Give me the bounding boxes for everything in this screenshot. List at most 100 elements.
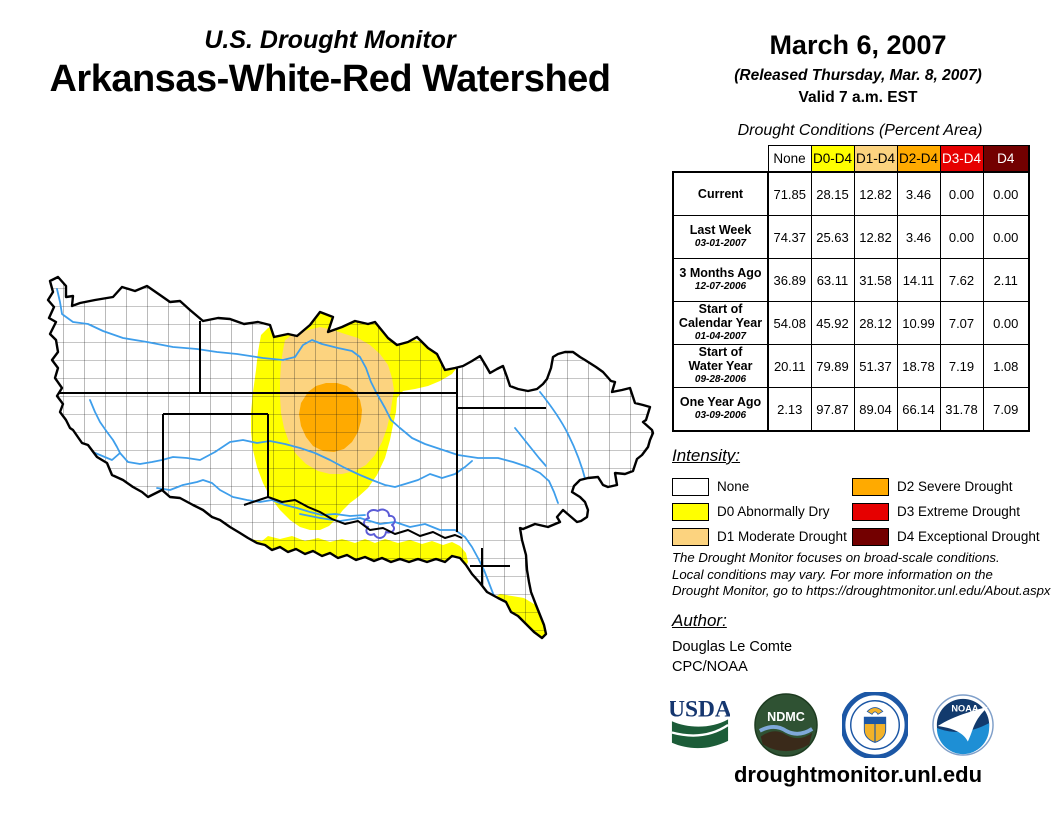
legend-item: D3 Extreme Drought <box>852 502 1044 521</box>
usda-field-shape <box>671 719 729 749</box>
noaa-outer-ring <box>932 694 994 756</box>
ndmc-logo-text: NDMC <box>767 710 805 724</box>
value-cell: 0.00 <box>939 215 984 259</box>
ndmc-river <box>758 725 814 736</box>
arkansas-river <box>56 288 559 504</box>
legend-item: D2 Severe Drought <box>852 477 1044 496</box>
legend-item: D0 Abnormally Dry <box>672 502 852 521</box>
noaa-logo: NOAA <box>932 694 994 756</box>
value-cell: 66.14 <box>896 387 941 432</box>
legend-label: D2 Severe Drought <box>897 479 1013 494</box>
ndmc-logo: NDMC <box>754 693 818 757</box>
value-cell: 0.00 <box>982 171 1030 216</box>
row-label: Start of Calendar Year 01-04-2007 <box>672 301 769 345</box>
table-row: Current 71.85 28.15 12.82 3.46 0.00 0.00 <box>672 171 1030 216</box>
value-cell: 0.00 <box>982 215 1030 259</box>
legend-label: None <box>717 479 750 494</box>
column-header-none: None <box>767 145 812 173</box>
table-row: One Year Ago 03-09-2006 2.13 97.87 89.04 66.1… <box>672 387 1030 432</box>
noaa-logo-text: NOAA <box>951 703 978 713</box>
lake-texoma <box>363 508 396 539</box>
ndmc-mountains <box>760 731 813 752</box>
column-header-d1-d4: D1-D4 <box>853 145 898 173</box>
commerce-eagle <box>866 707 884 715</box>
noaa-bird <box>937 706 989 742</box>
value-cell: 74.37 <box>767 215 812 259</box>
value-cell: 10.99 <box>896 301 941 345</box>
value-cell: 79.89 <box>810 344 855 388</box>
county-lines <box>48 277 653 638</box>
row-label: Start of Water Year 09-28-2006 <box>672 344 769 388</box>
usda-swoosh <box>671 724 729 737</box>
value-cell: 0.00 <box>982 301 1030 345</box>
author-org: CPC/NOAA <box>672 659 748 675</box>
legend-swatch <box>852 477 889 496</box>
report-supertitle: U.S. Drought Monitor <box>204 26 456 54</box>
tributary-stream <box>514 427 547 467</box>
value-cell: 0.00 <box>939 171 984 216</box>
state-borders <box>58 321 546 588</box>
value-cell: 36.89 <box>767 258 812 302</box>
date-block: March 6, 2007 (Released Thursday, Mar. 8… <box>660 30 1056 107</box>
column-header-d3-d4: D3-D4 <box>939 145 984 173</box>
author-name: Douglas Le Comte <box>672 639 793 655</box>
column-header-d0-d4: D0-D4 <box>810 145 855 173</box>
row-label: One Year Ago 03-09-2006 <box>672 387 769 432</box>
table-row: Last Week 03-01-2007 74.37 25.63 12.82 3.46 0.… <box>672 215 1030 259</box>
value-cell: 97.87 <box>810 387 855 432</box>
noaa-sea <box>936 723 990 755</box>
website-url: droughtmonitor.unl.edu <box>733 762 983 787</box>
author-heading: Author: <box>672 611 727 630</box>
table-corner-cell <box>673 146 768 173</box>
column-header-d2-d4: D2-D4 <box>896 145 941 173</box>
value-cell: 3.46 <box>896 171 941 216</box>
disclaimer-line: Local conditions may vary. For more info… <box>672 566 993 582</box>
legend-item: None <box>672 477 852 496</box>
legend-items: None D0 Abnormally Dry D1 Moderate Drought… <box>672 474 1044 549</box>
ndmc-ring <box>754 693 818 757</box>
value-cell: 7.62 <box>939 258 984 302</box>
table-row: Start of Calendar Year 01-04-2007 54.08 45.… <box>672 301 1030 345</box>
disclaimer-line: The Drought Monitor focuses on broad-sca… <box>672 550 1000 565</box>
usda-logo-text: USDA <box>670 697 730 723</box>
value-cell: 31.58 <box>853 258 898 302</box>
page-title: Arkansas-White-Red Watershed <box>49 58 611 100</box>
value-cell: 51.37 <box>853 344 898 388</box>
table-body: Current 71.85 28.15 12.82 3.46 0.00 0.00 Last W… <box>672 171 1030 432</box>
legend-swatch <box>852 502 889 521</box>
legend-label: D3 Extreme Drought <box>897 504 1021 519</box>
table-title: Drought Conditions (Percent Area) <box>737 122 983 139</box>
value-cell: 20.11 <box>767 344 812 388</box>
legend-swatch <box>672 527 709 546</box>
value-cell: 7.19 <box>939 344 984 388</box>
valid-time: Valid 7 a.m. EST <box>798 89 918 106</box>
legend-item: D1 Moderate Drought <box>672 527 852 546</box>
drought-conditions-table: None D0-D4 D1-D4 D2-D4 D3-D4 D4 Current 71.85 2… <box>672 145 1030 432</box>
legend-swatch <box>672 502 709 521</box>
value-cell: 2.11 <box>982 258 1030 302</box>
value-cell: 45.92 <box>810 301 855 345</box>
value-cell: 2.13 <box>767 387 812 432</box>
legend-swatch <box>672 477 709 496</box>
legend-label: D4 Exceptional Drought <box>897 529 1040 544</box>
row-label: 3 Months Ago 12-07-2006 <box>672 258 769 302</box>
value-cell: 12.82 <box>853 171 898 216</box>
agency-logos: USDA NDMC NOAA <box>670 692 1020 758</box>
map-date: March 6, 2007 <box>769 30 947 60</box>
legend-label: D0 Abnormally Dry <box>717 504 830 519</box>
table-header-row: None D0-D4 D1-D4 D2-D4 D3-D4 D4 <box>673 145 1030 173</box>
disclaimer-line: Drought Monitor, go to https://droughtmo… <box>672 583 1051 598</box>
legend-title: Intensity: <box>672 446 741 465</box>
value-cell: 28.12 <box>853 301 898 345</box>
value-cell: 63.11 <box>810 258 855 302</box>
commerce-seal <box>842 692 908 758</box>
value-cell: 71.85 <box>767 171 812 216</box>
value-cell: 1.08 <box>982 344 1030 388</box>
release-date: (Released Thursday, Mar. 8, 2007) <box>734 67 982 84</box>
value-cell: 14.11 <box>896 258 941 302</box>
canadian-river <box>89 399 473 488</box>
author-block: Author: Douglas Le Comte CPC/NOAA <box>672 611 792 675</box>
value-cell: 7.09 <box>982 387 1030 432</box>
watershed-map <box>46 275 655 640</box>
